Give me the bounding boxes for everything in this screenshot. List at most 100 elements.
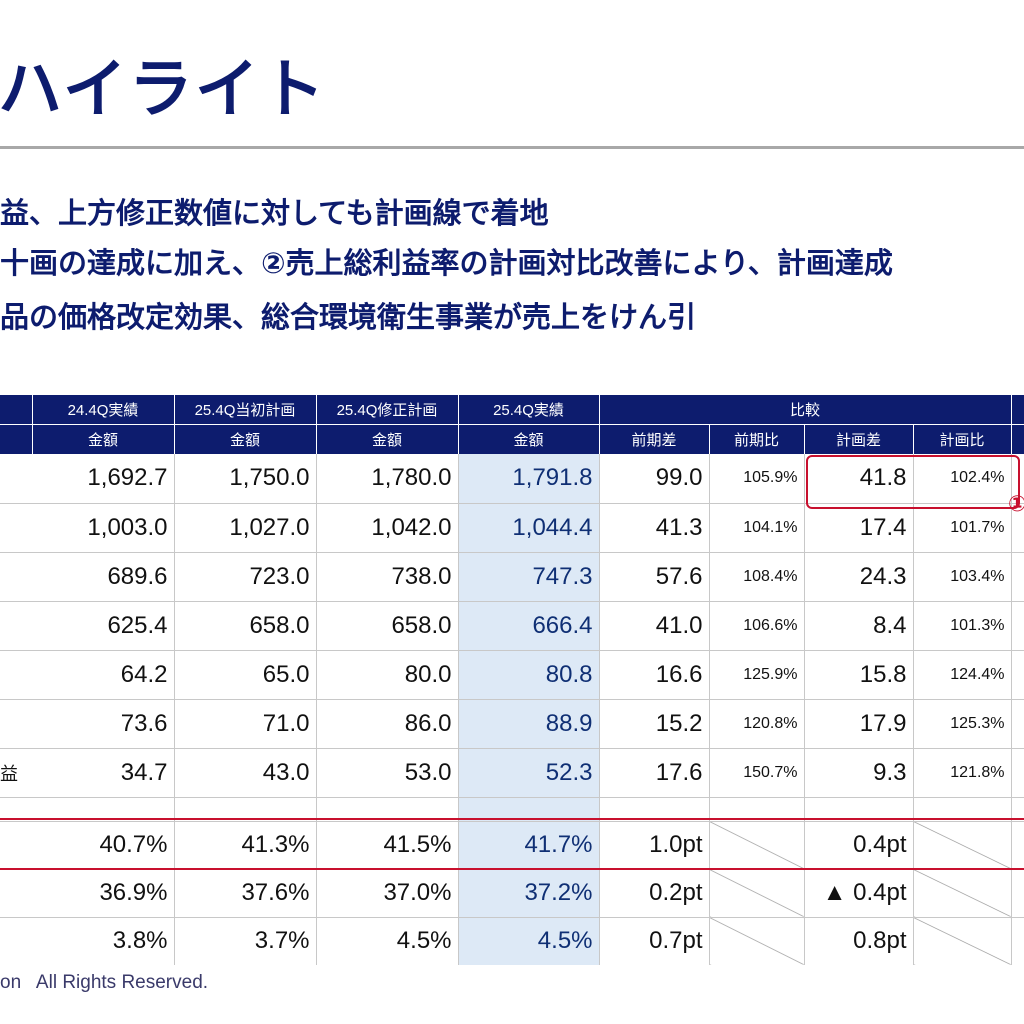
header-blank [0,395,32,424]
table-cell: 105.9% [709,454,805,504]
highlight-box-plan-diff [806,455,1020,509]
table-cell: 37.6% [174,869,317,918]
table-cell: 9.3 [804,748,914,798]
row-label [0,821,32,870]
table-cell: 64.2 [32,650,175,700]
row-label [0,650,32,700]
table-cell [709,917,805,965]
table-cell [913,869,1012,918]
table-cell: 86.0 [316,699,459,749]
row-label: 益 [0,748,32,798]
table-cell-cutoff [1011,454,1024,504]
table-cell: 15.2 [599,699,710,749]
copyright-footer: on All Rights Reserved. [0,972,209,993]
header-blank-right [1010,423,1024,454]
table-row: 益 34.7 43.0 53.0 52.3 17.6 150.7% 9.3 121.8% [0,748,1024,798]
table-cell-cutoff [1011,748,1024,798]
summary-bullet-3: 品の価格改定効果、総合環境衛生事業が売上をけん引 [0,300,697,334]
summary-bullet-2: 十画の達成に加え、②売上総利益率の計画対比改善により、計画達成 [0,246,893,280]
table-cell: ▲ 0.4pt [804,869,914,918]
table-cell: 53.0 [316,748,459,798]
table-cell-cutoff [1011,601,1024,651]
table-cell [913,821,1012,870]
table-cell: 0.2pt [599,869,710,918]
table-cell: 723.0 [174,552,317,602]
table-cell: 101.7% [913,503,1012,553]
table-cell-cutoff [1011,503,1024,553]
ratio-row: 36.9% 37.6% 37.0% 37.2% 0.2pt ▲ 0.4pt [0,869,1024,918]
table-cell: 738.0 [316,552,459,602]
subheader-yoy-diff: 前期差 [598,423,709,454]
table-cell-cutoff [1011,869,1024,918]
table-row: 625.4 658.0 658.0 666.4 41.0 106.6% 8.4 101.3% [0,601,1024,651]
table-cell: 88.9 [458,699,600,749]
table-cell: 43.0 [174,748,317,798]
table-cell: 106.6% [709,601,805,651]
table-cell: 41.7% [458,821,600,870]
table-cell: 1,044.4 [458,503,600,553]
table-cell: 40.7% [32,821,175,870]
table-cell: 4.5% [458,917,600,965]
table-cell: 0.7pt [599,917,710,965]
table-cell: 37.0% [316,869,459,918]
table-cell: 125.9% [709,650,805,700]
table-cell-cutoff [1011,917,1024,965]
table-cell: 150.7% [709,748,805,798]
header-blank-right [1010,395,1024,424]
table-cell: 37.2% [458,869,600,918]
table-cell: 41.3 [599,503,710,553]
row-label [0,869,32,918]
table-cell: 17.9 [804,699,914,749]
ratio-row: 40.7% 41.3% 41.5% 41.7% 1.0pt 0.4pt [0,821,1024,870]
table-cell: 104.1% [709,503,805,553]
table-cell: 65.0 [174,650,317,700]
subheader-plan-diff: 計画差 [803,423,913,454]
subheader-amount: 金額 [173,423,316,454]
row-label [0,601,32,651]
table-cell: 80.8 [458,650,600,700]
table-cell: 41.5% [316,821,459,870]
header-24-4q-actual: 24.4Q実績 [31,395,174,424]
table-cell-cutoff [1011,650,1024,700]
table-cell: 99.0 [599,454,710,504]
table-cell: 1,750.0 [174,454,317,504]
table-cell [913,917,1012,965]
table-cell: 16.6 [599,650,710,700]
table-cell: 8.4 [804,601,914,651]
table-cell: 1,003.0 [32,503,175,553]
header-25-4q-actual: 25.4Q実績 [457,395,599,424]
subheader-plan-ratio: 計画比 [912,423,1012,454]
table-cell: 57.6 [599,552,710,602]
table-cell: 658.0 [316,601,459,651]
table-cell: 52.3 [458,748,600,798]
table-cell: 625.4 [32,601,175,651]
table-cell: 4.5% [316,917,459,965]
header-blank [0,423,32,454]
table-cell [709,869,805,918]
results-table: 24.4Q実績 25.4Q当初計画 25.4Q修正計画 25.4Q実績 比較 金… [0,395,1024,965]
table-cell: 3.7% [174,917,317,965]
page-title: ハイライト [0,53,327,127]
table-cell-cutoff [1011,552,1024,602]
row-label [0,699,32,749]
table-cell: 102.4% [913,454,1012,504]
title-divider [0,146,1024,149]
table-cell: 1,780.0 [316,454,459,504]
row-label [0,552,32,602]
table-cell: 1,027.0 [174,503,317,553]
table-cell: 3.8% [32,917,175,965]
row-label [0,454,32,504]
table-cell: 658.0 [174,601,317,651]
table-row: 73.6 71.0 86.0 88.9 15.2 120.8% 17.9 125.3% [0,699,1024,749]
table-cell: 747.3 [458,552,600,602]
table-row: 1,003.0 1,027.0 1,042.0 1,044.4 41.3 104.1% 17… [0,503,1024,553]
table-cell: 0.8pt [804,917,914,965]
subheader-yoy-ratio: 前期比 [708,423,804,454]
table-row: 689.6 723.0 738.0 747.3 57.6 108.4% 24.3 103.4% [0,552,1024,602]
table-cell: 124.4% [913,650,1012,700]
table-cell-cutoff [1011,699,1024,749]
table-cell: 24.3 [804,552,914,602]
table-cell: 666.4 [458,601,600,651]
subheader-amount: 金額 [315,423,458,454]
table-cell: 101.3% [913,601,1012,651]
